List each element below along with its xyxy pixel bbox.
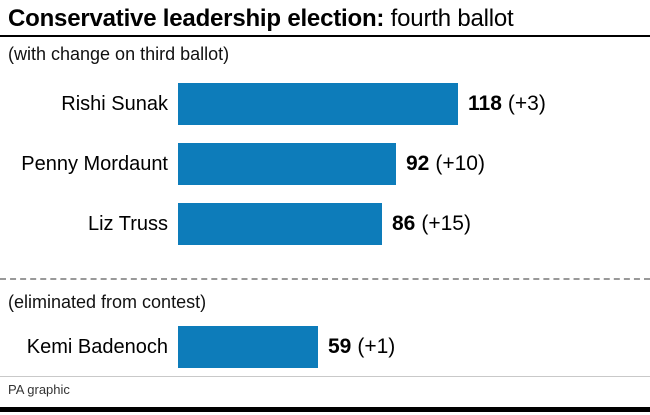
title-divider-line — [0, 35, 650, 37]
bar-row: Liz Truss 86 (+15) — [0, 202, 650, 245]
bar-value-label: 118 (+3) — [468, 92, 546, 116]
votes-value: 59 — [328, 334, 352, 358]
bottom-border-bar — [0, 406, 650, 412]
bar-value-label: 59 (+1) — [328, 335, 395, 359]
vote-bar — [178, 82, 458, 125]
vote-bar — [178, 142, 396, 185]
candidate-label: Kemi Badenoch — [26, 335, 168, 358]
bar-row: Rishi Sunak 118 (+3) — [0, 82, 650, 125]
footer-divider-line — [0, 375, 650, 377]
bar-row: Penny Mordaunt 92 (+10) — [0, 142, 650, 185]
votes-value: 92 — [406, 151, 430, 175]
candidate-label: Rishi Sunak — [61, 92, 168, 115]
votes-value: 118 — [468, 91, 502, 115]
vote-bar — [178, 202, 382, 245]
eliminated-bar-rows: Kemi Badenoch 59 (+1) — [0, 325, 650, 368]
page-title-regular: fourth ballot — [384, 5, 514, 32]
change-value: (+3) — [507, 91, 546, 115]
eliminated-section-dashed-divider — [0, 277, 650, 280]
bar-value-label: 86 (+15) — [392, 212, 471, 236]
vote-bar — [178, 325, 318, 368]
source-credit: PA graphic — [8, 381, 70, 397]
main-bar-rows: Rishi Sunak 118 (+3) Penny Mordaunt 92 (+10) L… — [0, 82, 650, 245]
change-value: (+10) — [435, 151, 485, 175]
change-value: (+1) — [357, 334, 396, 358]
chart-subtitle: (with change on third ballot) — [8, 43, 230, 64]
page-title-bold: Conservative leadership election: — [8, 5, 385, 32]
candidate-label: Penny Mordaunt — [21, 152, 168, 175]
candidate-label: Liz Truss — [87, 212, 168, 235]
votes-value: 86 — [392, 211, 416, 235]
eliminated-section-label: (eliminated from contest) — [8, 291, 207, 312]
bar-row: Kemi Badenoch 59 (+1) — [0, 325, 650, 368]
change-value: (+15) — [421, 211, 471, 235]
bar-value-label: 92 (+10) — [406, 152, 485, 176]
page-title: Conservative leadership election: fourth… — [0, 0, 650, 34]
